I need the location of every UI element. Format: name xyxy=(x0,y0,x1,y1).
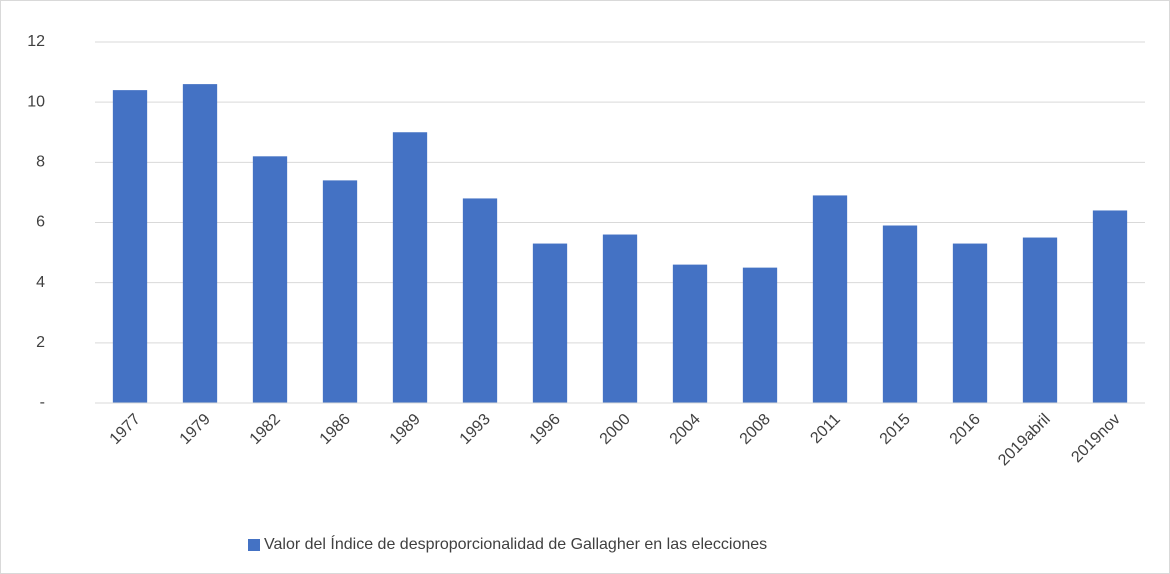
y-tick-label: - xyxy=(40,394,45,411)
legend-swatch xyxy=(248,539,260,551)
bar xyxy=(812,195,848,403)
bar xyxy=(882,225,918,403)
bar xyxy=(182,84,218,403)
y-tick-label: 10 xyxy=(27,93,45,110)
bar xyxy=(602,234,638,403)
bar xyxy=(742,267,778,403)
bar xyxy=(392,132,428,403)
bar xyxy=(322,180,358,403)
bar xyxy=(252,156,288,403)
y-tick-label: 6 xyxy=(36,214,45,231)
bar xyxy=(532,243,568,403)
y-tick-label: 4 xyxy=(36,274,45,291)
bar xyxy=(1092,210,1128,403)
legend-label: Valor del Índice de desproporcionalidad … xyxy=(264,534,767,553)
y-tick-label: 8 xyxy=(36,154,45,171)
bar xyxy=(1022,237,1058,403)
bar xyxy=(112,90,148,403)
bar xyxy=(952,243,988,403)
bar xyxy=(672,264,708,403)
y-tick-label: 2 xyxy=(36,334,45,351)
y-tick-label: 12 xyxy=(27,33,45,50)
bar xyxy=(462,198,498,403)
